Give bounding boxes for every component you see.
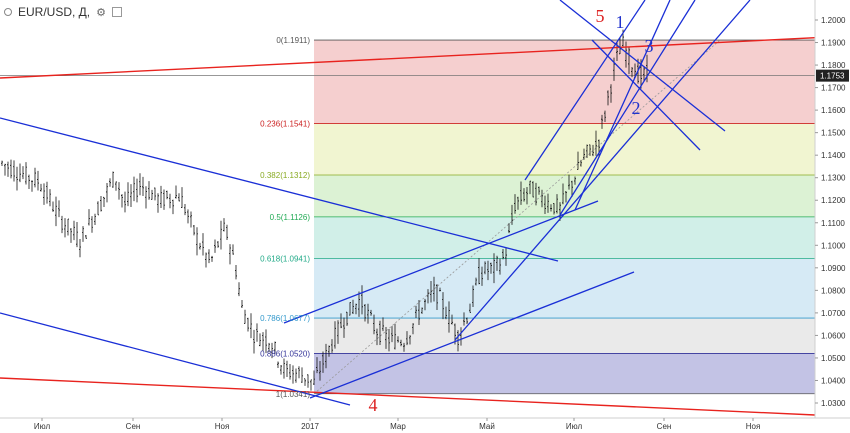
trendline (574, 0, 671, 211)
price-tick-label: 1.1600 (821, 106, 846, 115)
time-tick-label: Сен (657, 422, 672, 431)
trendline (283, 200, 599, 324)
candlestick-series (1, 29, 648, 391)
fib-level-label: 0.5(1.1126) (270, 213, 311, 222)
current-price-badge (816, 69, 849, 82)
current-price-label: 1.1753 (820, 72, 845, 81)
time-tick-label: 2017 (301, 422, 319, 431)
time-tick-label: Ноя (215, 422, 230, 431)
price-tick-label: 1.0400 (821, 376, 846, 385)
trendline (591, 39, 701, 151)
price-tick-label: 1.1000 (821, 241, 846, 250)
settings-icon[interactable]: ⚙ (96, 6, 107, 19)
fib-trend-line (313, 39, 721, 395)
time-tick-label: Сен (126, 422, 141, 431)
time-axis[interactable]: Июл Сен Ноя 2017 Мар Май Июл Сен Ноя (0, 417, 850, 431)
fib-level-label: 0(1.1911) (276, 36, 310, 45)
wave-labels: 5 13 2 4 (369, 6, 654, 415)
time-tick-label: Мар (390, 422, 406, 431)
fib-zone (314, 216, 815, 259)
price-tick-label: 1.1300 (821, 174, 846, 183)
price-tick-label: 1.0900 (821, 264, 846, 273)
fib-zone (314, 353, 815, 394)
time-tick-label: Ноя (746, 422, 761, 431)
wave-label: 3 (645, 36, 654, 56)
fib-level-label: 0.886(1.0520) (260, 349, 310, 358)
trendline (559, 0, 696, 216)
price-tick-label: 1.0800 (821, 286, 846, 295)
symbol-label: EUR/USD, Д, (18, 5, 91, 19)
trendline (559, 0, 726, 132)
trendline (0, 312, 351, 406)
time-tick-label: Июл (34, 422, 51, 431)
wave-label: 2 (632, 98, 641, 118)
fib-level-label: 0.236(1.1541) (260, 119, 310, 128)
fib-zone (314, 318, 815, 354)
price-tick-label: 1.0300 (821, 399, 846, 408)
fib-zone (314, 175, 815, 217)
price-tick-label: 1.1100 (821, 219, 845, 228)
trendline (0, 35, 850, 79)
trendline (309, 271, 635, 399)
fib-level-label: 0.382(1.1312) (260, 171, 310, 180)
price-tick-label: 1.1900 (821, 39, 846, 48)
trendline (454, 0, 751, 341)
price-tick-label: 1.1500 (821, 129, 846, 138)
fib-level-label: 0.618(1.0941) (260, 255, 310, 264)
trendlines (0, 0, 850, 416)
price-tick-label: 1.0600 (821, 331, 846, 340)
price-tick-label: 1.1400 (821, 151, 846, 160)
fib-level-label: 1(1.0341) (276, 390, 311, 399)
wave-label: 5 (596, 6, 605, 26)
price-tick-label: 1.2000 (821, 16, 846, 25)
fib-zone (314, 258, 815, 319)
trendline (0, 117, 559, 262)
fib-zone (314, 123, 815, 176)
chart-header: EUR/USD, Д, ⚙ (4, 3, 123, 21)
wave-label: 1 (616, 12, 625, 32)
wave-label: 4 (369, 395, 378, 415)
fib-zone (314, 40, 815, 124)
time-tick-label: Май (479, 422, 495, 431)
fibonacci-zones (0, 39, 815, 395)
trendline (524, 0, 646, 181)
status-dot-icon (4, 8, 12, 16)
price-tick-label: 1.1200 (821, 196, 846, 205)
collapse-icon[interactable] (112, 7, 123, 17)
price-tick-label: 1.1800 (821, 61, 846, 70)
price-tick-label: 1.0700 (821, 309, 846, 318)
fib-level-label: 0.786(1.0677) (260, 314, 310, 323)
price-tick-label: 1.1700 (821, 84, 846, 93)
fibonacci-labels: 0(1.1911) 0.236(1.1541) 0.382(1.1312) 0.5(1… (260, 36, 310, 399)
trendline (0, 377, 816, 416)
price-axis[interactable]: 1.2000 1.1900 1.1800 1.1700 1.1600 1.1500 1.14… (814, 0, 850, 433)
time-tick-label: Июл (566, 422, 583, 431)
price-tick-label: 1.0500 (821, 354, 846, 363)
